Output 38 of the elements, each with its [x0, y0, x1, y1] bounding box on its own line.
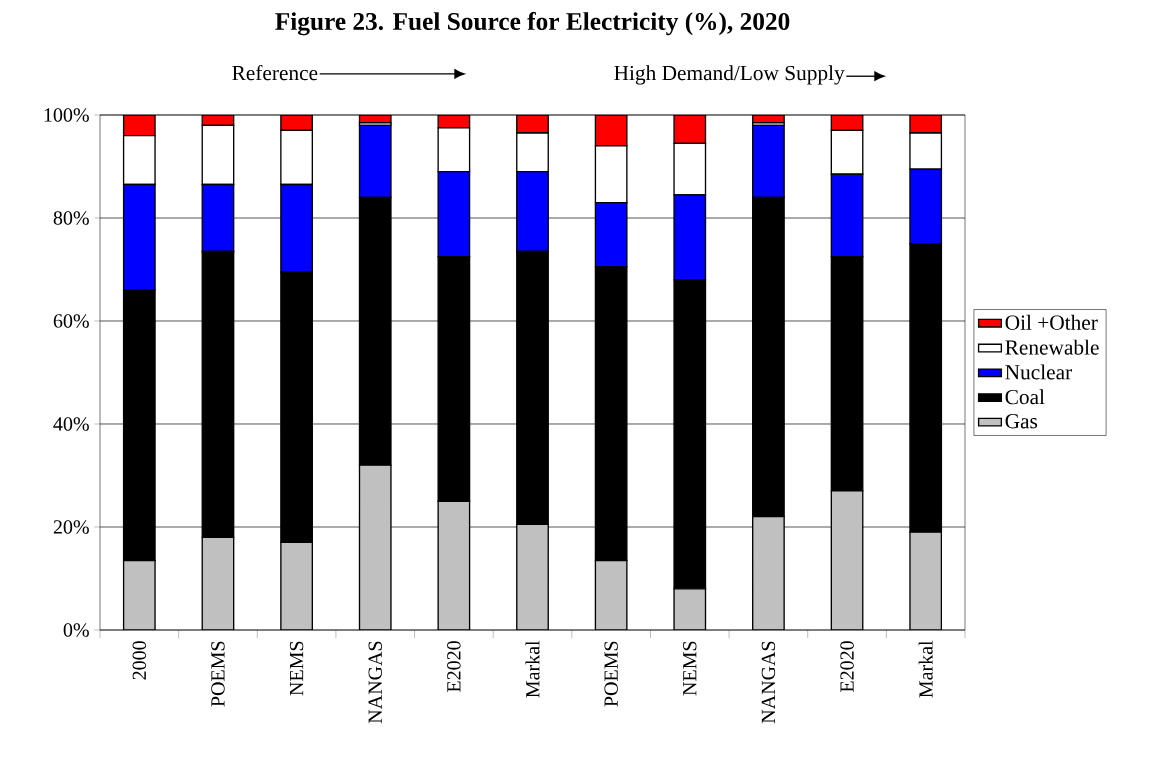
bar [673, 588, 707, 630]
x-tick-label: E2020 [840, 641, 854, 693]
legend-label: Gas [1005, 414, 1038, 429]
x-tick-label: E2020 [447, 641, 461, 693]
x-tick-label: POEMS [604, 641, 618, 707]
bar [437, 500, 471, 630]
x-tick-label: NANGAS [368, 641, 382, 724]
y-tick-label: 100% [44, 108, 89, 122]
bar [280, 541, 313, 630]
y-tick-label: 80% [53, 211, 89, 225]
text: Reference [232, 64, 318, 81]
x-tick-label: POEMS [211, 641, 225, 707]
bar [358, 464, 392, 630]
y-tick-label: 60% [53, 314, 89, 328]
bar [673, 115, 707, 144]
chart-title: Figure 23. Fuel Source for Electricity (%), 2020 [275, 11, 790, 36]
x-tick-label: Markal [525, 640, 540, 698]
bar [201, 536, 235, 630]
bar [594, 559, 628, 630]
bar [594, 115, 628, 147]
bar [909, 531, 943, 630]
legend-label: Nuclear [1005, 364, 1073, 380]
x-tick-label: Markal [918, 640, 933, 698]
y-tick-label: 40% [53, 417, 89, 431]
text: High Demand/Low Supply [614, 65, 845, 85]
bar [122, 559, 156, 630]
bar [516, 523, 549, 630]
bar [830, 490, 864, 630]
y-tick-label: 0% [63, 623, 89, 637]
x-tick-label: NEMS [683, 641, 697, 696]
y-tick-label: 20% [53, 520, 89, 534]
x-tick-label: NEMS [289, 641, 304, 696]
legend-label: Coal [1005, 389, 1045, 405]
x-tick-label: 2000 [132, 641, 147, 680]
legend-label: Oil +Other [1005, 314, 1098, 330]
x-tick-label: NANGAS [761, 641, 776, 724]
legend-label: Renewable [1005, 339, 1099, 355]
bar [752, 516, 785, 630]
